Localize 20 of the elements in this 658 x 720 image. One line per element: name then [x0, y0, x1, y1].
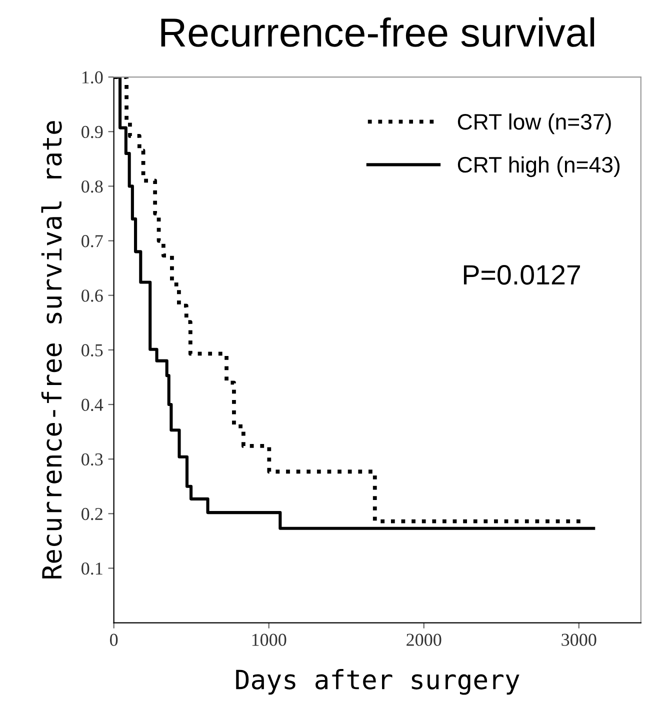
x-tick-label: 3000: [562, 634, 596, 646]
y-tick-label: 0.1: [82, 562, 102, 575]
y-tick-label: 0.4: [82, 398, 104, 412]
y-tick-label: 0.3: [82, 453, 103, 466]
x-axis-title: Days after surgery: [236, 669, 520, 695]
legend-label: CRT high (n=43): [458, 156, 620, 178]
y-tick-label: 0.8: [82, 180, 103, 193]
legend-label: CRT low (n=37): [458, 113, 611, 134]
y-tick-label: 0.6: [82, 290, 103, 302]
x-tick-label: 0: [110, 634, 118, 646]
x-tick-label: 1000: [252, 634, 286, 646]
y-tick-label: 0.2: [82, 508, 102, 520]
annotation: P=0.0127: [464, 265, 580, 285]
y-tick-label: 0.9: [82, 126, 103, 138]
y-tick-label: 1.0: [82, 71, 103, 84]
y-axis-title: Recurrence-free survival rate: [41, 121, 62, 578]
x-tick-label: 2000: [406, 634, 442, 646]
y-tick-label: 0.5: [82, 344, 103, 356]
chart-title: Recurrence-free survival: [161, 17, 594, 47]
y-tick-label: 0.7: [82, 235, 103, 248]
